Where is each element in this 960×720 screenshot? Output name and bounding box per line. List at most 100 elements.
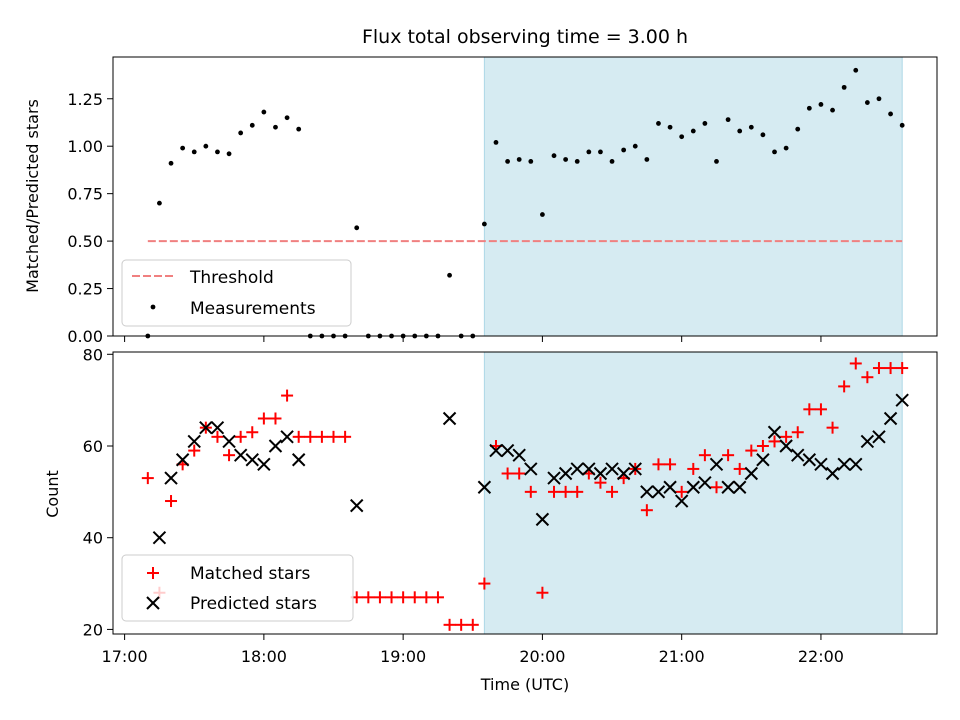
matched-star-point [455, 618, 468, 631]
x-tick-label: 19:00 [380, 647, 426, 666]
measurement-point [215, 149, 220, 155]
predicted-star-point [767, 425, 782, 439]
x-tick-label: 20:00 [519, 647, 565, 666]
measurement-point [737, 128, 743, 134]
matched-star-point [397, 591, 410, 604]
measurement-point [284, 115, 290, 121]
y-tick-label: 60 [83, 437, 103, 456]
predicted-star-point [628, 462, 642, 476]
y-tick-label: 0.25 [67, 280, 103, 299]
counts-y-axis-label: Count [43, 470, 62, 518]
predicted-star-point [512, 448, 526, 462]
measurement-point [702, 121, 708, 126]
matched-star-point [443, 618, 456, 631]
measurement-point [516, 157, 522, 162]
predicted-star-point [698, 475, 712, 490]
predicted-star-point [570, 462, 584, 476]
measurement-point [563, 157, 569, 162]
matched-star-point [304, 430, 317, 443]
matched-star-point [339, 430, 352, 443]
y-tick-label: 20 [83, 620, 103, 639]
matched-star-point [559, 485, 572, 498]
predicted-star-point [210, 420, 225, 435]
matched-star-point [548, 485, 561, 498]
matched-star-point [733, 462, 746, 475]
measurement-point [598, 149, 603, 155]
measurement-point [806, 105, 812, 111]
matched-star-point [710, 481, 723, 494]
predicted-star-point [268, 439, 283, 453]
measurement-point [273, 124, 278, 130]
matched-star-point [327, 430, 340, 443]
legend-matched-label: Matched stars [190, 564, 310, 584]
measurement-point [690, 128, 696, 134]
predicted-star-point [744, 466, 759, 481]
measurement-point [180, 145, 186, 151]
matched-star-point [571, 485, 584, 498]
y-tick-label: 40 [83, 529, 103, 548]
matched-star-point [165, 495, 178, 508]
ratio-x-ticks [124, 336, 822, 342]
matched-star-point [373, 591, 386, 604]
predicted-star-point [222, 434, 236, 449]
predicted-star-point [883, 411, 898, 426]
predicted-star-point [814, 457, 828, 472]
measurement-point [772, 149, 777, 155]
predicted-star-point [605, 462, 619, 476]
predicted-star-point [535, 512, 550, 527]
predicted-star-point [872, 430, 886, 444]
y-tick-label: 0.75 [67, 185, 103, 204]
matched-star-point [431, 591, 444, 604]
matched-star-point [826, 421, 839, 434]
predicted-star-point [524, 462, 538, 476]
legend-measurements-swatch [150, 304, 156, 310]
matched-star-point [362, 591, 375, 604]
matched-star-point [466, 618, 479, 631]
matched-star-point [281, 389, 294, 402]
matched-star-point [513, 467, 526, 480]
predicted-star-point [837, 457, 851, 472]
measurement-point [540, 212, 545, 217]
matched-star-point [141, 472, 154, 485]
predicted-star-point [558, 466, 573, 481]
predicted-star-point [860, 434, 875, 449]
x-axis-label: Time (UTC) [480, 675, 569, 694]
predicted-star-point [756, 453, 770, 467]
ratio-legend: Threshold Measurements [121, 259, 352, 327]
matched-star-point [768, 435, 781, 448]
x-tick-label: 22:00 [798, 647, 844, 666]
measurement-point [191, 149, 197, 155]
predicted-star-point [175, 453, 190, 467]
measurement-point [725, 117, 731, 123]
y-tick-label: 1.00 [67, 137, 103, 156]
y-tick-label: 0.50 [67, 232, 103, 251]
matched-star-point [838, 380, 851, 393]
matched-star-point [269, 412, 282, 425]
counts-y-ticks: 20 40 60 80 [83, 345, 113, 639]
predicted-star-point [686, 480, 700, 494]
predicted-star-point [187, 434, 201, 449]
matched-stars-points [141, 357, 909, 631]
measurement-point [760, 132, 766, 138]
legend-predicted-label: Predicted stars [190, 594, 317, 614]
measurement-point [876, 96, 882, 102]
y-tick-label: 1.25 [67, 90, 103, 109]
predicted-star-point [791, 448, 805, 462]
measurement-point [157, 200, 162, 206]
measurement-point [888, 111, 893, 117]
chart-title: Flux total observing time = 3.00 h [362, 26, 688, 48]
matched-star-point [756, 440, 769, 452]
x-tick-label: 18:00 [241, 647, 287, 666]
matched-star-point [315, 430, 328, 443]
measurement-point [609, 158, 615, 164]
predicted-star-point [802, 453, 817, 467]
counts-axes-frame [112, 351, 938, 635]
matched-star-point [791, 426, 804, 439]
measurement-point [447, 272, 452, 278]
predicted-star-point [199, 420, 213, 435]
predicted-star-point [280, 430, 294, 444]
predicted-stars-points [152, 393, 909, 545]
measurement-point [226, 151, 232, 157]
measurement-point [656, 121, 661, 126]
